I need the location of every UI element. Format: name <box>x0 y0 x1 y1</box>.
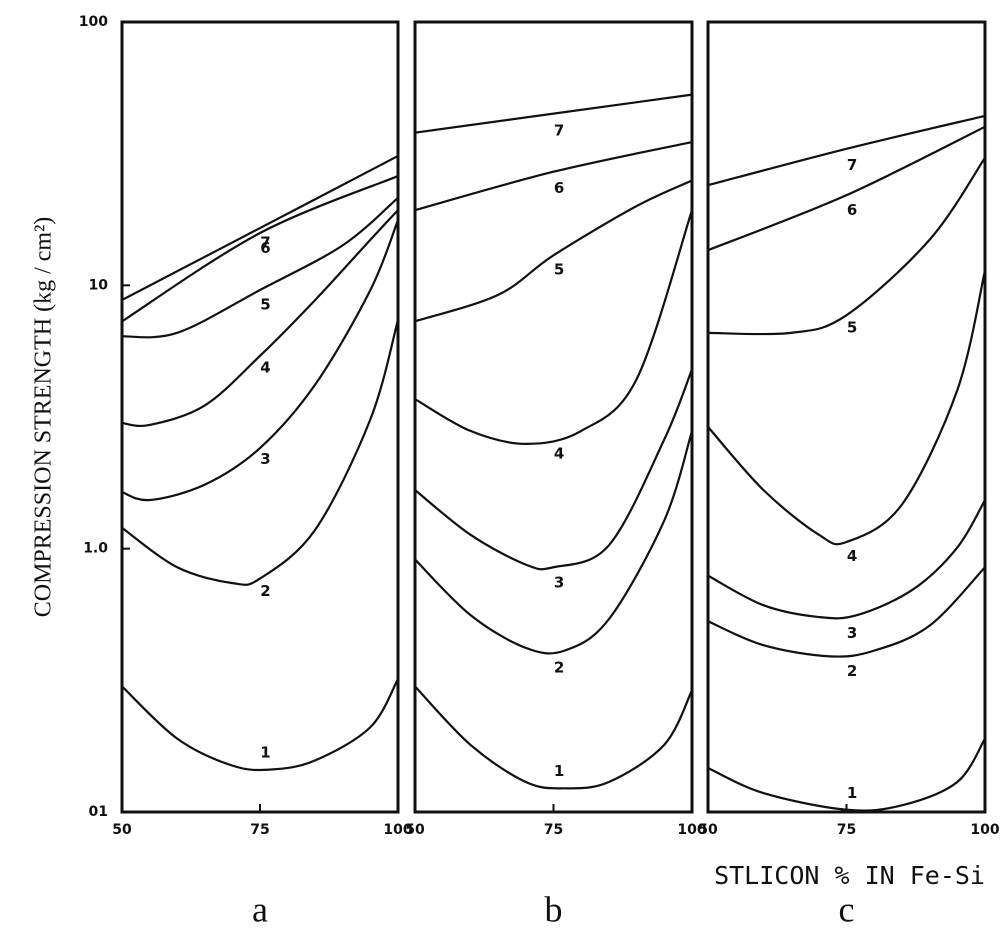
curve <box>121 154 399 301</box>
curve <box>414 179 693 323</box>
curve <box>707 566 986 658</box>
curve <box>414 93 693 134</box>
y-axis-label: COMPRESSION STRENGTH (kg / cm²) <box>31 217 57 618</box>
curve <box>121 219 400 502</box>
curve-label: 3 <box>554 574 564 592</box>
curve-label: 5 <box>554 261 564 279</box>
panel-label: c <box>839 889 855 929</box>
plot-frame <box>413 20 694 814</box>
x-tick-label: 100 <box>677 822 706 838</box>
curve-label: 1 <box>554 762 564 780</box>
curve <box>414 368 694 571</box>
curve <box>414 140 693 212</box>
curve-label: 1 <box>260 743 270 761</box>
x-tick-label: 50 <box>405 822 425 838</box>
x-tick-label: 75 <box>544 822 563 838</box>
x-tick-label: 75 <box>837 822 856 838</box>
plot-frame <box>706 20 987 814</box>
curve-label: 7 <box>554 121 564 139</box>
curve-label: 1 <box>847 784 857 802</box>
curve-label: 7 <box>260 234 270 252</box>
curve-label: 7 <box>847 156 857 174</box>
curve-label: 6 <box>847 201 857 219</box>
curve-label: 4 <box>847 547 857 565</box>
curve <box>121 196 399 339</box>
curve <box>707 270 987 546</box>
x-tick-label: 75 <box>250 822 269 838</box>
curve <box>707 499 986 620</box>
curve-label: 5 <box>260 296 270 314</box>
curve <box>414 685 693 790</box>
curve <box>707 114 986 187</box>
curve-label: 3 <box>847 624 857 642</box>
curve <box>707 125 986 252</box>
curve <box>121 175 399 323</box>
y-tick-label: 01 <box>89 804 108 820</box>
y-tick-label: 10 <box>89 277 109 293</box>
curve <box>121 319 400 586</box>
x-tick-label: 100 <box>970 822 999 838</box>
curve-label: 4 <box>554 445 564 463</box>
x-axis-label: STLICON % IN Fe-Si <box>714 861 985 890</box>
curve-label: 4 <box>260 359 270 377</box>
curve <box>707 157 986 336</box>
curve-label: 2 <box>554 659 564 677</box>
curve <box>707 738 986 812</box>
y-tick-label: 100 <box>79 14 108 30</box>
x-tick-label: 50 <box>698 822 718 838</box>
curve <box>414 209 694 445</box>
curve-label: 2 <box>260 582 270 600</box>
panel-label: b <box>545 889 563 929</box>
curve-label: 6 <box>260 239 270 257</box>
curve <box>414 430 694 655</box>
curve <box>121 209 399 428</box>
curve <box>121 678 399 772</box>
curve-label: 5 <box>847 319 857 337</box>
plot-frame <box>120 20 400 814</box>
x-tick-label: 100 <box>383 822 412 838</box>
curve-label: 2 <box>847 662 857 680</box>
panel-label: a <box>252 889 268 929</box>
curve-label: 6 <box>554 179 564 197</box>
curve-label: 3 <box>260 450 270 468</box>
y-tick-label: 1.0 <box>83 541 108 557</box>
x-tick-label: 50 <box>112 822 132 838</box>
